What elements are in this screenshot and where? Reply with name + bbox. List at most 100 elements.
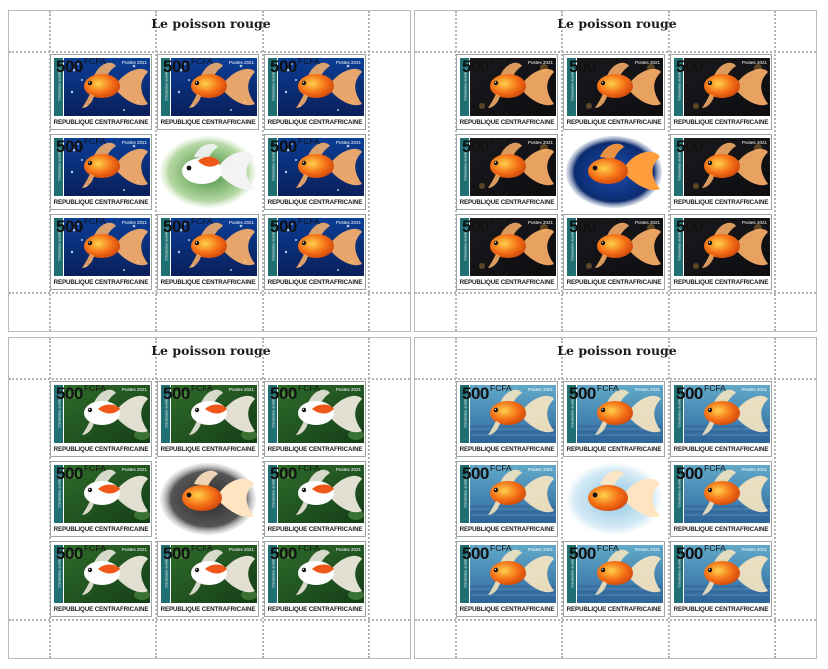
perforation-line (155, 11, 157, 331)
side-strip: Carassius auratus (674, 385, 683, 443)
side-strip: Carassius auratus (268, 58, 277, 116)
goldfish-photo (470, 385, 556, 443)
issue-year: Postes 2021 (121, 220, 147, 225)
country-name: REPUBLIQUE CENTRAFRICAINE (160, 279, 256, 286)
side-strip: Carassius auratus (460, 465, 469, 523)
goldfish-photo (577, 385, 663, 443)
side-strip: Carassius auratus (268, 385, 277, 443)
goldfish-photo (684, 218, 770, 276)
country-name: REPUBLIQUE CENTRAFRICAINE (673, 446, 769, 453)
side-strip: Carassius auratus (161, 58, 170, 116)
currency-label: FCFA (704, 463, 726, 473)
goldfish-photo (470, 58, 556, 116)
postage-stamp: Carassius auratus 500 FCFA Postes 2021 R… (670, 461, 772, 537)
goldfish-vignette (157, 461, 259, 537)
perforation-line (262, 338, 264, 658)
issue-year: Postes 2021 (634, 547, 660, 552)
country-name: REPUBLIQUE CENTRAFRICAINE (53, 606, 149, 613)
goldfish-photo (684, 465, 770, 523)
postage-stamp: Carassius auratus 500 FCFA Postes 2021 R… (456, 381, 558, 457)
face-value: 500 (56, 544, 83, 563)
currency-label: FCFA (298, 136, 320, 146)
face-value: 500 (56, 217, 83, 236)
currency-label: FCFA (84, 543, 106, 553)
stamp-sheet: Le poisson rouge Carassius auratus 500 F… (8, 10, 411, 332)
face-value: 500 (676, 217, 703, 236)
currency-label: FCFA (191, 383, 213, 393)
currency-label: FCFA (298, 543, 320, 553)
country-name: REPUBLIQUE CENTRAFRICAINE (459, 446, 555, 453)
side-strip: Carassius auratus (460, 58, 469, 116)
face-value: 500 (462, 57, 489, 76)
perforation-line (668, 338, 670, 658)
currency-label: FCFA (84, 463, 106, 473)
currency-label: FCFA (298, 383, 320, 393)
perforation-line (668, 11, 670, 331)
postage-stamp: Carassius auratus 500 FCFA Postes 2021 R… (563, 54, 665, 130)
postage-stamp: Carassius auratus 500 FCFA Postes 2021 R… (563, 541, 665, 617)
postage-stamp: Carassius auratus 500 FCFA Postes 2021 R… (264, 214, 366, 290)
sheet-title: Le poisson rouge (151, 343, 271, 358)
face-value: 500 (56, 57, 83, 76)
currency-label: FCFA (704, 383, 726, 393)
issue-year: Postes 2021 (527, 547, 553, 552)
postage-stamp: Carassius auratus 500 FCFA Postes 2021 R… (50, 461, 152, 537)
postage-stamp: Carassius auratus 500 FCFA Postes 2021 R… (670, 54, 772, 130)
issue-year: Postes 2021 (741, 467, 767, 472)
currency-label: FCFA (298, 56, 320, 66)
side-strip: Carassius auratus (567, 385, 576, 443)
postage-stamp: Carassius auratus 500 FCFA Postes 2021 R… (563, 381, 665, 457)
perforation-line (561, 11, 563, 331)
perforation-line (415, 51, 816, 53)
goldfish-photo (278, 138, 364, 196)
goldfish-photo (171, 385, 257, 443)
country-name: REPUBLIQUE CENTRAFRICAINE (267, 446, 363, 453)
perforation-line (415, 619, 816, 621)
issue-year: Postes 2021 (121, 140, 147, 145)
country-name: REPUBLIQUE CENTRAFRICAINE (459, 606, 555, 613)
postage-stamp: Carassius auratus 500 FCFA Postes 2021 R… (157, 541, 259, 617)
postage-stamp: Carassius auratus 500 FCFA Postes 2021 R… (157, 214, 259, 290)
face-value: 500 (676, 137, 703, 156)
issue-year: Postes 2021 (634, 220, 660, 225)
face-value: 500 (270, 137, 297, 156)
goldfish-photo (278, 465, 364, 523)
side-strip: Carassius auratus (567, 218, 576, 276)
issue-year: Postes 2021 (121, 467, 147, 472)
face-value: 500 (569, 384, 596, 403)
goldfish-photo (278, 218, 364, 276)
stamp-sheet: Le poisson rouge Carassius auratus 500 F… (8, 337, 411, 659)
currency-label: FCFA (191, 543, 213, 553)
country-name: REPUBLIQUE CENTRAFRICAINE (53, 119, 149, 126)
goldfish-photo (278, 545, 364, 603)
country-name: REPUBLIQUE CENTRAFRICAINE (267, 119, 363, 126)
postage-stamp: Carassius auratus 500 FCFA Postes 2021 R… (456, 214, 558, 290)
currency-label: FCFA (490, 216, 512, 226)
postage-stamp: Carassius auratus 500 FCFA Postes 2021 R… (50, 541, 152, 617)
currency-label: FCFA (704, 136, 726, 146)
goldfish-photo (577, 545, 663, 603)
stamp-sheet: Le poisson rouge Carassius auratus 500 F… (414, 337, 817, 659)
sheet-title: Le poisson rouge (557, 343, 677, 358)
postage-stamp: Carassius auratus 500 FCFA Postes 2021 R… (670, 134, 772, 210)
currency-label: FCFA (597, 543, 619, 553)
goldfish-vignette (157, 134, 259, 210)
face-value: 500 (270, 464, 297, 483)
goldfish-photo (171, 545, 257, 603)
side-strip: Carassius auratus (268, 138, 277, 196)
face-value: 500 (163, 217, 190, 236)
perforation-line (774, 338, 776, 658)
goldfish-photo (171, 218, 257, 276)
issue-year: Postes 2021 (335, 220, 361, 225)
country-name: REPUBLIQUE CENTRAFRICAINE (673, 119, 769, 126)
side-strip: Carassius auratus (54, 385, 63, 443)
perforation-line (262, 11, 264, 331)
face-value: 500 (676, 544, 703, 563)
issue-year: Postes 2021 (335, 547, 361, 552)
country-name: REPUBLIQUE CENTRAFRICAINE (673, 199, 769, 206)
side-strip: Carassius auratus (161, 385, 170, 443)
face-value: 500 (462, 137, 489, 156)
goldfish-vignette (563, 461, 665, 537)
country-name: REPUBLIQUE CENTRAFRICAINE (267, 606, 363, 613)
sheet-title: Le poisson rouge (151, 16, 271, 31)
